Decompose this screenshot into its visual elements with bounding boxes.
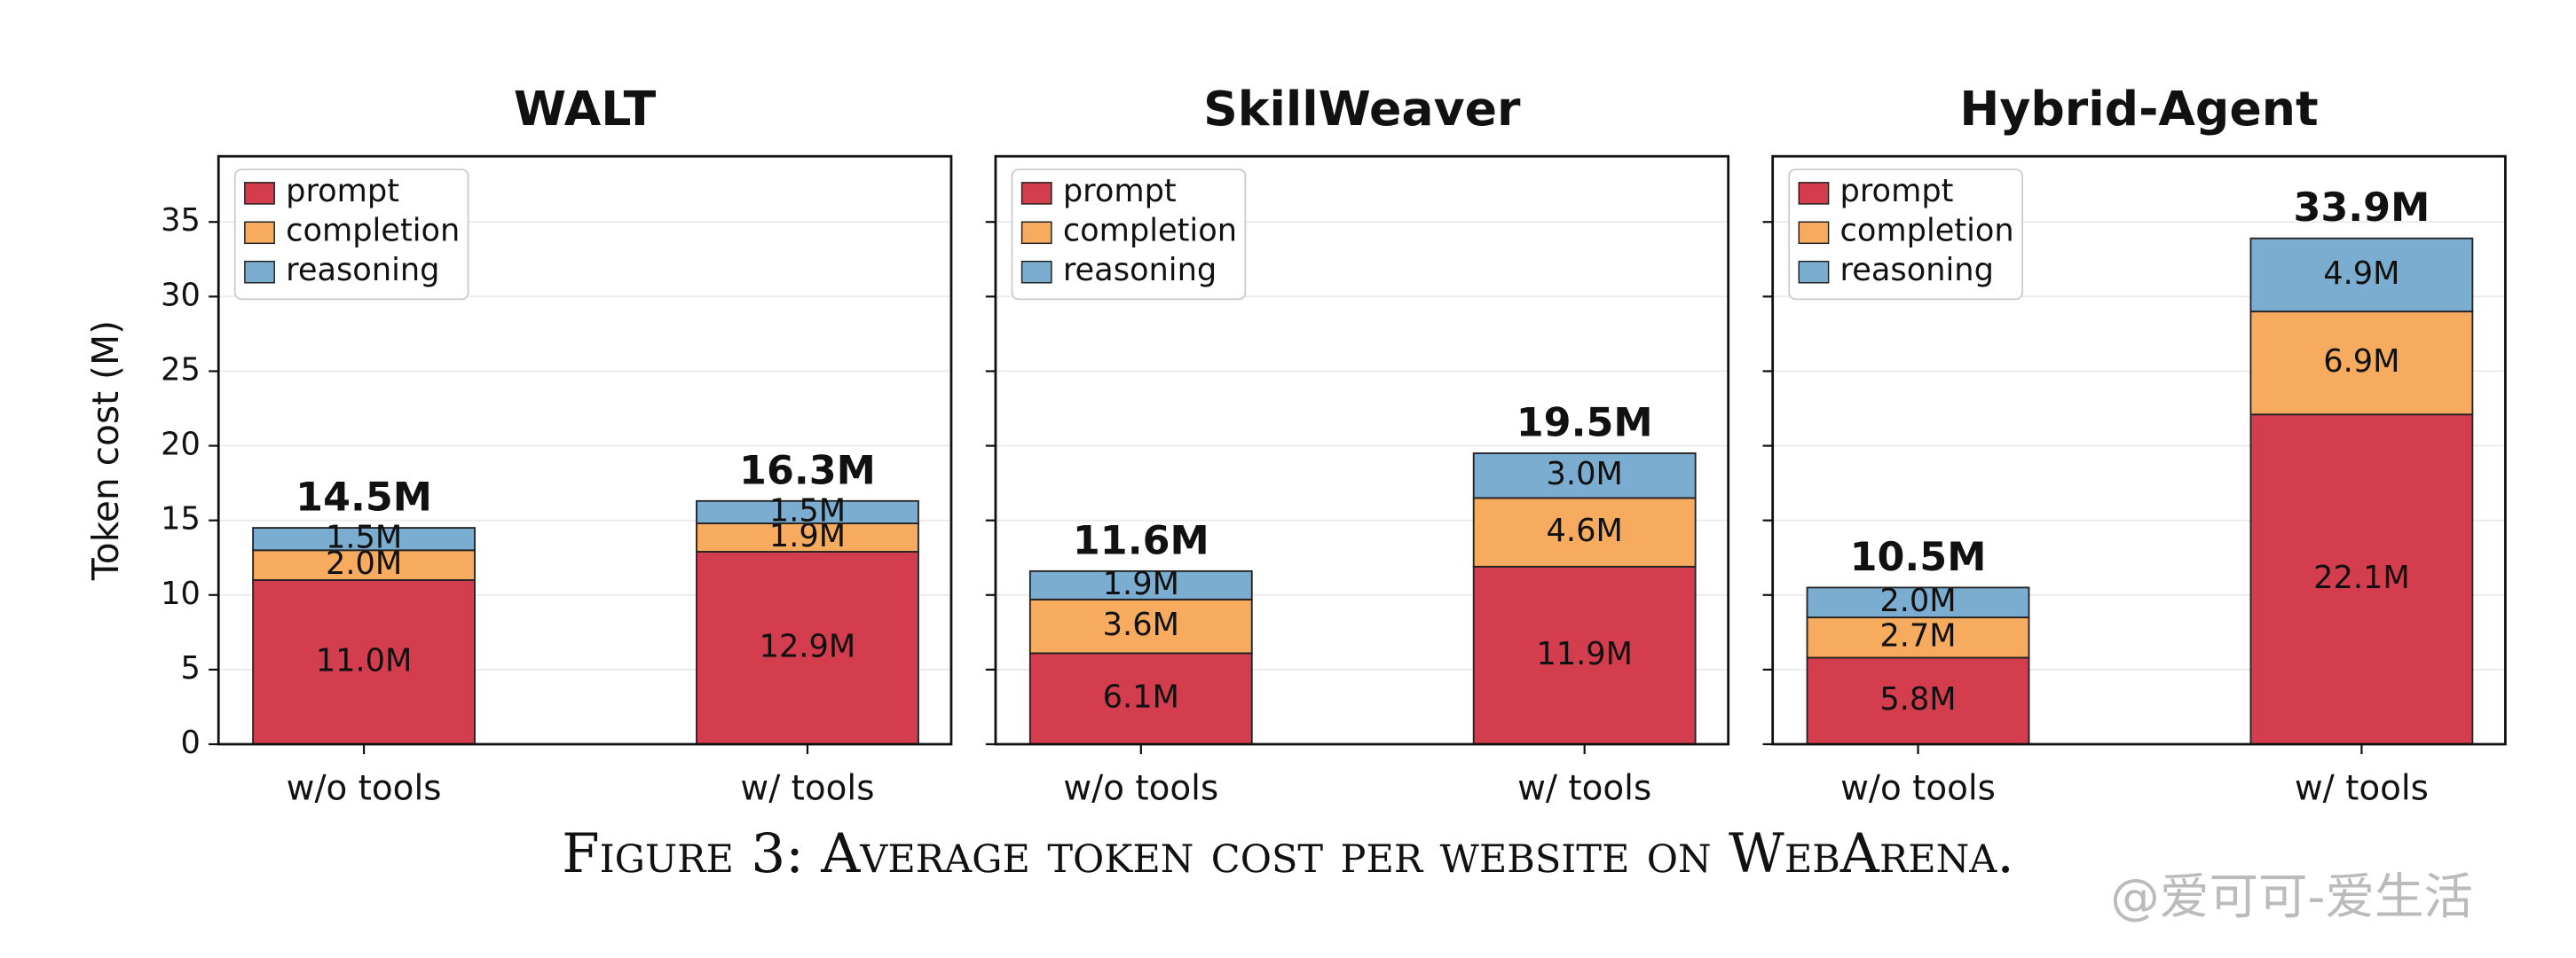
bar-segment [252, 549, 476, 581]
value-label: 6.9M [2323, 343, 2399, 380]
legend-swatch [1798, 182, 1830, 205]
bar-segment [1806, 586, 2030, 618]
bar-segment [1472, 452, 1697, 499]
total-label: 19.5M [1516, 400, 1653, 445]
value-label: 11.9M [1536, 636, 1633, 672]
legend-swatch [1020, 221, 1052, 245]
legend-swatch [1798, 221, 1830, 245]
y-tick-label: 15 [161, 501, 201, 538]
value-label: 4.9M [2323, 255, 2399, 292]
value-label: 3.0M [1547, 456, 1623, 492]
legend-swatch [1798, 260, 1830, 284]
value-label: 1.5M [326, 520, 402, 556]
y-axis-label: Token cost (M) [84, 320, 127, 581]
x-tick-label: w/o tools [1840, 768, 1996, 808]
bar-segment [1472, 565, 1697, 745]
value-label: 2.0M [1879, 583, 1956, 619]
legend-label: completion [1063, 212, 1237, 248]
axes-frame [994, 154, 1730, 746]
value-label: 3.6M [1103, 607, 1179, 643]
x-tick-label: w/ tools [1517, 768, 1651, 808]
y-tick-label: 20 [161, 427, 201, 463]
legend-swatch [244, 221, 275, 245]
bar-segment [2249, 237, 2474, 313]
y-tick-label: 0 [180, 725, 200, 761]
total-label: 10.5M [1850, 535, 1987, 580]
y-tick-label: 35 [161, 202, 201, 239]
legend-label: prompt [286, 173, 399, 209]
y-tick-label: 10 [161, 576, 201, 612]
value-label: 12.9M [760, 628, 856, 664]
legend-label: prompt [1840, 173, 1954, 209]
legend-box [1011, 169, 1247, 301]
axes-frame [1771, 154, 2507, 746]
y-tick-label: 30 [161, 277, 201, 313]
x-tick-label: w/o tools [1063, 768, 1218, 808]
value-label: 4.6M [1547, 513, 1623, 549]
caption: Figure 3: Average token cost per website… [562, 822, 2014, 885]
legend-swatch [1020, 182, 1052, 205]
legend-box [233, 169, 469, 301]
y-tick-label: 5 [180, 650, 200, 687]
bar-segment [1806, 616, 2030, 659]
bar-segment [252, 527, 476, 552]
bar-segment [252, 579, 476, 745]
chart-title: WALT [514, 81, 657, 137]
chart-title: Hybrid-Agent [1959, 81, 2318, 137]
x-tick-label: w/ tools [2295, 768, 2429, 808]
value-label: 2.7M [1879, 618, 1956, 655]
value-label: 22.1M [2313, 560, 2410, 596]
value-label: 1.5M [769, 492, 846, 529]
legend-swatch [244, 260, 275, 284]
legend-label: prompt [1063, 173, 1177, 209]
legend-swatch [1020, 260, 1052, 284]
total-label: 16.3M [739, 448, 876, 493]
value-label: 11.0M [316, 642, 413, 679]
y-tick-label: 25 [161, 351, 201, 388]
legend-swatch [244, 182, 275, 205]
bar-segment [696, 522, 919, 553]
legend-label: reasoning [286, 252, 439, 288]
total-label: 14.5M [295, 475, 432, 521]
legend-box [1788, 169, 2024, 301]
axes-frame [217, 154, 953, 746]
legend-label: completion [286, 212, 460, 248]
bar-segment [1028, 598, 1253, 655]
legend-label: reasoning [1063, 252, 1217, 288]
value-label: 6.1M [1103, 679, 1179, 716]
value-label: 1.9M [1103, 566, 1179, 602]
legend-label: completion [1840, 212, 2014, 248]
bar-segment [1028, 569, 1253, 601]
x-tick-label: w/ tools [740, 768, 874, 808]
chart-title: SkillWeaver [1203, 81, 1521, 137]
watermark: @爱可可-爱生活 [2110, 868, 2473, 926]
total-label: 11.6M [1073, 518, 1209, 563]
bar-segment [1028, 652, 1253, 745]
legend-label: reasoning [1840, 252, 1994, 288]
total-label: 33.9M [2293, 185, 2430, 231]
value-label: 5.8M [1879, 681, 1956, 718]
bar-segment [2249, 310, 2474, 416]
x-tick-label: w/o tools [287, 768, 442, 808]
bar-segment [696, 499, 919, 524]
value-label: 2.0M [326, 546, 402, 582]
